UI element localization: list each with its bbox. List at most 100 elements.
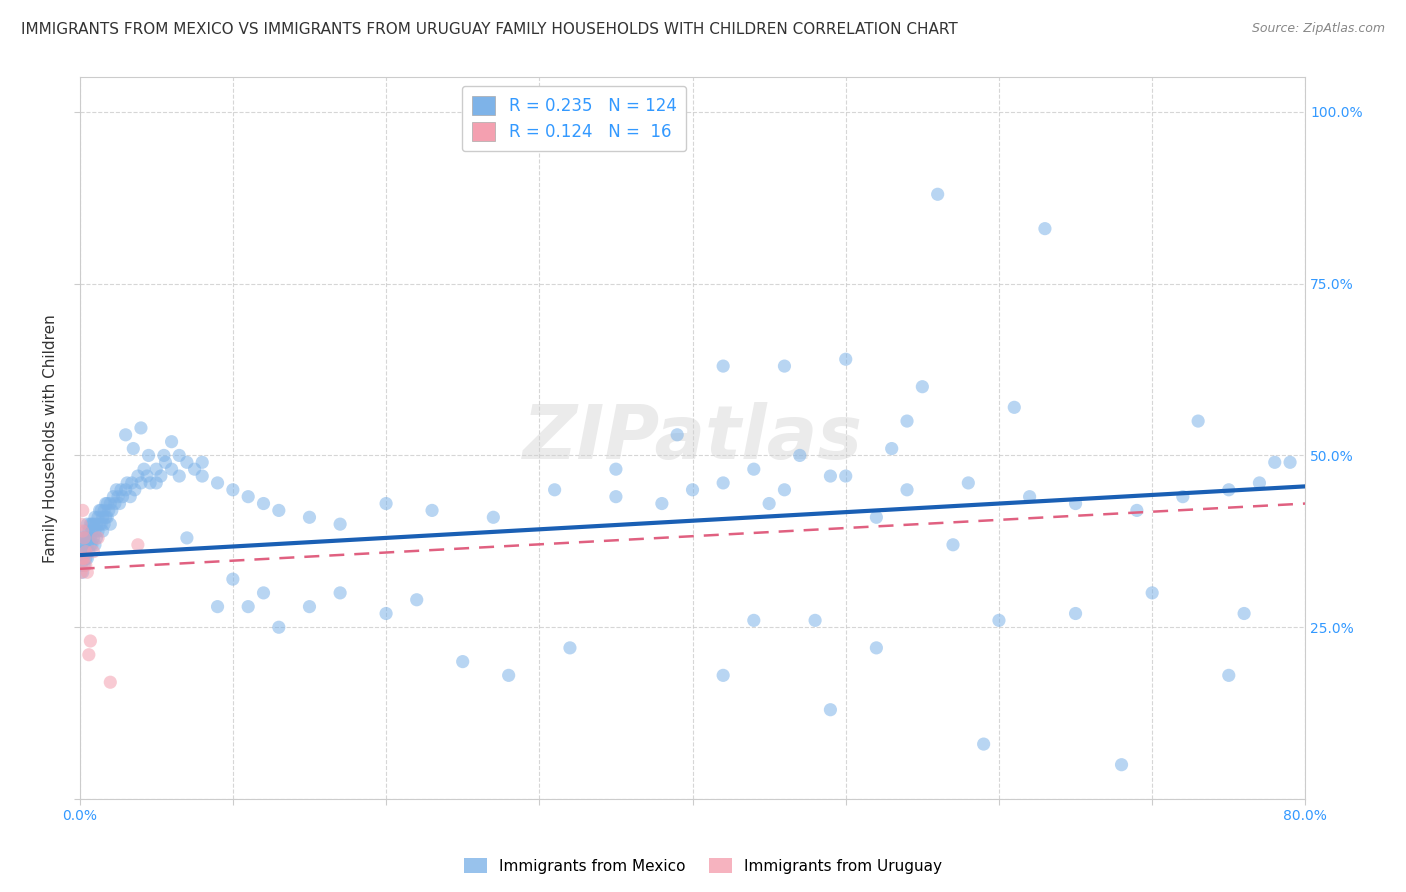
Point [75,544,97,558]
Point [238,599,260,614]
Point [121,475,143,490]
Point [1111,757,1133,772]
Point [329,517,352,532]
Point [207,475,229,490]
Point [155,455,177,469]
Point [865,510,887,524]
Point [87,531,110,545]
Point [973,737,995,751]
Point [72,551,94,566]
Point [298,599,321,614]
Point [127,469,149,483]
Point [108,497,131,511]
Point [1264,455,1286,469]
Point [1064,607,1087,621]
Point [222,483,245,497]
Point [77,648,100,662]
Point [267,620,290,634]
Point [1279,455,1302,469]
Point [167,469,190,483]
Point [73,551,96,566]
Point [84,524,107,538]
Point [105,483,128,497]
Point [176,455,198,469]
Point [104,497,127,511]
Point [1126,503,1149,517]
Point [742,613,765,627]
Point [1171,490,1194,504]
Point [75,531,97,545]
Text: IMMIGRANTS FROM MEXICO VS IMMIGRANTS FROM URUGUAY FAMILY HOUSEHOLDS WITH CHILDRE: IMMIGRANTS FROM MEXICO VS IMMIGRANTS FRO… [21,22,957,37]
Point [91,510,114,524]
Point [682,483,704,497]
Point [1249,475,1271,490]
Point [252,497,274,511]
Point [880,442,903,456]
Point [76,517,98,532]
Point [82,517,104,532]
Point [804,613,827,627]
Point [79,634,101,648]
Point [375,607,398,621]
Point [114,483,136,497]
Point [666,427,689,442]
Point [820,469,842,483]
Point [773,483,796,497]
Point [957,475,980,490]
Point [758,497,780,511]
Point [79,538,101,552]
Point [153,449,176,463]
Point [498,668,520,682]
Point [145,475,167,490]
Point [73,538,96,552]
Point [927,187,949,202]
Point [98,675,121,690]
Point [76,538,98,552]
Point [543,483,565,497]
Point [72,524,94,538]
Point [167,449,190,463]
Point [160,434,183,449]
Point [70,517,93,532]
Point [896,414,918,428]
Point [73,558,96,573]
Point [835,469,858,483]
Point [1002,401,1025,415]
Point [75,544,97,558]
Point [482,510,505,524]
Point [605,490,627,504]
Point [94,510,117,524]
Point [86,517,108,532]
Point [80,524,103,538]
Text: Source: ZipAtlas.com: Source: ZipAtlas.com [1251,22,1385,36]
Point [94,497,117,511]
Point [191,469,214,483]
Point [80,517,103,532]
Point [789,449,811,463]
Point [72,551,94,566]
Point [742,462,765,476]
Point [651,497,673,511]
Point [70,558,93,573]
Point [110,483,132,497]
Point [124,483,146,497]
Point [101,503,124,517]
Point [80,538,103,552]
Point [987,613,1010,627]
Point [90,503,112,517]
Point [160,462,183,476]
Point [149,469,172,483]
Y-axis label: Family Households with Children: Family Households with Children [44,314,58,563]
Point [73,531,96,545]
Point [267,503,290,517]
Point [82,531,104,545]
Point [942,538,965,552]
Point [70,566,93,580]
Point [136,469,159,483]
Point [329,586,352,600]
Point [375,497,398,511]
Point [711,475,734,490]
Point [72,566,94,580]
Point [711,359,734,373]
Point [115,475,138,490]
